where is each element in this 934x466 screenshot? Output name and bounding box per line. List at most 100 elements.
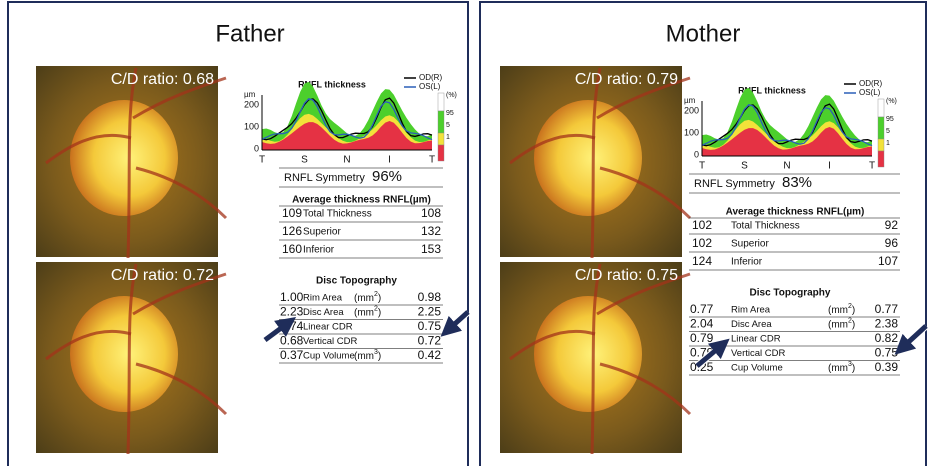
cell: Rim Area <box>303 293 343 304</box>
page: FatherC/D ratio: 0.68C/D ratio: 0.72RNFL… <box>0 0 934 466</box>
percentile-strip <box>878 151 884 167</box>
percentile-strip <box>438 145 444 161</box>
cell: 0.98 <box>418 290 442 304</box>
x-tick-label: N <box>783 161 790 172</box>
cell: 0.82 <box>875 331 899 345</box>
x-tick-label: T <box>429 155 435 166</box>
pct-tick-label: 95 <box>886 116 894 123</box>
unit-part: ) <box>378 307 381 318</box>
cd-ratio-label: C/D ratio: 0.68 <box>111 71 214 88</box>
percentile-strip <box>438 133 444 145</box>
panel-title: Mother <box>666 20 741 47</box>
cell: Superior <box>303 227 341 238</box>
cell: 132 <box>421 224 441 238</box>
pct-tick-label: 1 <box>446 134 450 141</box>
percentile-strip <box>438 111 444 133</box>
cell: 107 <box>878 254 898 268</box>
x-tick-label: T <box>259 155 265 166</box>
table-title: Average thickness RNFL(µm) <box>726 207 865 218</box>
cell: 0.77 <box>875 302 899 316</box>
cell: Linear CDR <box>303 322 353 333</box>
pct-tick-label: 5 <box>446 122 450 129</box>
pct-tick-label: 5 <box>886 128 890 135</box>
percentile-strip <box>878 99 884 117</box>
cell: Cup Volume <box>731 363 783 374</box>
y-tick-label: 200 <box>244 99 259 109</box>
y-tick-label: 0 <box>254 143 259 153</box>
cell: Cup Volume <box>303 351 355 362</box>
cell: Inferior <box>303 245 335 256</box>
unit-part: ) <box>378 351 381 362</box>
percentile-strip <box>878 139 884 151</box>
cell: 153 <box>421 242 441 256</box>
unit-part: (mm <box>354 293 374 304</box>
cell: Rim Area <box>731 305 771 316</box>
optic-disc <box>70 100 178 216</box>
pct-tick-label: 95 <box>446 110 454 117</box>
cell: Total Thickness <box>731 221 800 232</box>
y-tick-label: 200 <box>684 105 699 115</box>
cell: 102 <box>692 218 712 232</box>
cell: 0.39 <box>875 360 899 374</box>
cell: 2.25 <box>418 305 442 319</box>
unit-part: (mm <box>828 363 848 374</box>
cell: 160 <box>282 242 302 256</box>
x-tick-label: N <box>343 155 350 166</box>
y-tick-label: 0 <box>694 149 699 159</box>
percentile-strip <box>878 117 884 139</box>
cell: 126 <box>282 224 302 238</box>
x-tick-label: S <box>301 155 308 166</box>
x-tick-label: I <box>828 161 831 172</box>
unit: (mm2) <box>354 291 381 304</box>
cell: 108 <box>421 206 441 220</box>
symmetry-label: RNFL Symmetry <box>284 172 365 184</box>
pct-tick-label: 1 <box>886 140 890 147</box>
cell: 0.75 <box>418 319 442 333</box>
cell: Superior <box>731 239 769 250</box>
cell: Linear CDR <box>731 334 781 345</box>
figure: FatherC/D ratio: 0.68C/D ratio: 0.72RNFL… <box>0 0 934 466</box>
unit: (mm3) <box>828 361 855 374</box>
cell: 92 <box>885 218 899 232</box>
y-unit: µm <box>244 90 256 99</box>
y-tick-label: 100 <box>684 127 699 137</box>
unit-part: ) <box>378 293 381 304</box>
cell: 96 <box>885 236 899 250</box>
cell: Vertical CDR <box>303 336 358 347</box>
unit: (mm2) <box>828 303 855 316</box>
cell: Disc Area <box>303 307 344 318</box>
panel: Mother C/D ratio: 0.79 C/D ratio: 0.75 RNFL… <box>480 2 926 466</box>
y-tick-label: 100 <box>244 121 259 131</box>
cell: 0.42 <box>418 348 442 362</box>
cell: 2.38 <box>875 317 899 331</box>
unit-part: (mm <box>354 351 374 362</box>
symmetry-label: RNFL Symmetry <box>694 178 775 190</box>
legend-label: OD(R) <box>859 79 882 88</box>
cell: 109 <box>282 206 302 220</box>
x-tick-label: T <box>869 161 875 172</box>
panel-title: Father <box>215 20 284 47</box>
unit: (mm2) <box>354 305 381 318</box>
unit-part: ) <box>852 363 855 374</box>
cell: 124 <box>692 254 712 268</box>
cd-ratio-label: C/D ratio: 0.75 <box>575 267 678 284</box>
cell: Vertical CDR <box>731 348 786 359</box>
symmetry-value: 83% <box>782 174 812 191</box>
cell: 2.23 <box>280 305 304 319</box>
unit-part: (mm <box>828 305 848 316</box>
cell: Total Thickness <box>303 209 372 220</box>
cell: 102 <box>692 236 712 250</box>
table-title: Disc Topography <box>750 288 831 299</box>
legend-label: OS(L) <box>859 88 881 97</box>
symmetry-value: 96% <box>372 168 402 185</box>
arrow <box>448 312 468 330</box>
optic-disc <box>70 296 178 412</box>
optic-disc <box>534 296 642 412</box>
pct-unit: (%) <box>886 98 897 105</box>
cd-ratio-label: C/D ratio: 0.79 <box>575 71 678 88</box>
x-tick-label: S <box>741 161 748 172</box>
legend-label: OS(L) <box>419 82 441 91</box>
cell: 1.00 <box>280 290 304 304</box>
cell: 0.68 <box>280 334 304 348</box>
unit-part: ) <box>852 319 855 330</box>
